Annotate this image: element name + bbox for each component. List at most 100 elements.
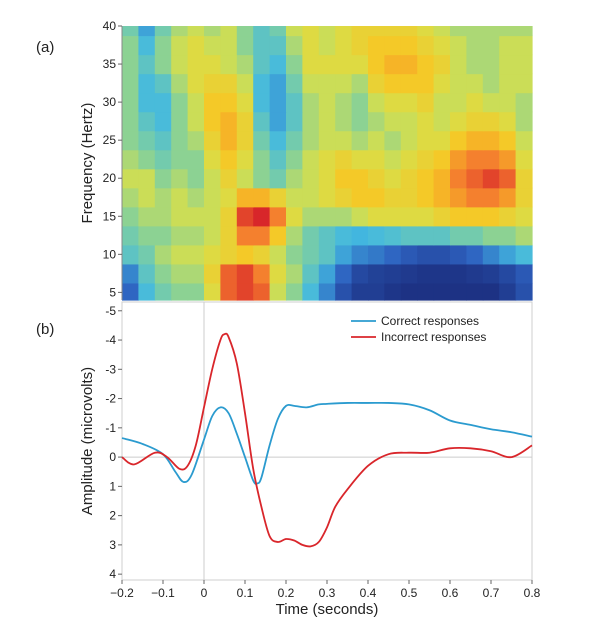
heatmap-cell [318,263,336,284]
heatmap-cell [433,168,451,189]
heatmap-cell [351,206,369,227]
heatmap-cell [433,35,451,56]
series-line-incorrect-responses [121,332,533,548]
heatmap-cell [417,168,435,189]
heatmap-cell [220,54,238,75]
heatmap-cell [499,130,517,151]
heatmap-cell [269,206,287,227]
heatmap-cell [384,111,402,132]
heatmap-cell [318,35,336,56]
heatmap-cell [253,149,271,170]
line-y-tick-label: 1 [109,479,116,493]
heatmap-cell [204,111,221,132]
heatmap-cell [286,225,303,246]
heatmap-cell [220,263,238,284]
heatmap-cell [499,244,517,265]
heatmap-cell [499,225,517,246]
heatmap-cell [433,206,451,227]
heatmap-cell [286,26,303,37]
heatmap-cell [269,149,287,170]
heatmap-cell [515,187,533,208]
heatmap-cell [154,54,172,75]
heatmap-cell [187,187,205,208]
heatmap-cell [286,282,303,301]
heatmap-cell [499,187,517,208]
heatmap-cell [236,130,254,151]
heatmap-cell [204,225,221,246]
heatmap-cell [499,111,517,132]
heatmap-cell [351,26,369,37]
heatmap-cell [384,187,402,208]
heatmap-cell [138,225,156,246]
heatmap-cell [400,92,418,113]
heatmap-y-tick-label: 25 [103,133,117,147]
heatmap-cell [368,92,385,113]
heatmap-cell [122,282,139,301]
heatmap-cell [335,73,353,94]
heatmap-cell [417,225,435,246]
line-x-tick-label: 0.4 [360,586,377,600]
heatmap-cell [482,206,500,227]
heatmap-cell [433,130,451,151]
line-x-tick-label: −0.2 [110,586,134,600]
heatmap-cell [220,149,238,170]
heatmap-cell [384,282,402,301]
heatmap-cell [515,111,533,132]
heatmap-cell [253,26,271,37]
heatmap-cell [253,206,271,227]
heatmap-cell [187,130,205,151]
heatmap-cell [515,244,533,265]
heatmap-cell [400,225,418,246]
heatmap-cell [302,225,320,246]
heatmap-cell [220,244,238,265]
heatmap-cell [286,206,303,227]
heatmap-cell [466,54,484,75]
heatmap-cell [187,26,205,37]
heatmap-cell [368,130,385,151]
heatmap-cell [400,149,418,170]
heatmap-cell [204,26,221,37]
heatmap-cell [204,54,221,75]
heatmap-cell [515,225,533,246]
heatmap-cell [286,111,303,132]
heatmap-cell [482,282,500,301]
heatmap-cell [450,111,467,132]
heatmap-cell [138,54,156,75]
heatmap-cell [204,168,221,189]
heatmap-cell [384,54,402,75]
heatmap-cell [122,149,139,170]
heatmap-cell [269,187,287,208]
heatmap-cell [154,168,172,189]
heatmap-cell [417,35,435,56]
heatmap-cell [499,26,517,37]
heatmap-cell [269,35,287,56]
heatmap-cell [400,244,418,265]
heatmap-cell [138,263,156,284]
heatmap-cell [302,244,320,265]
heatmap-y-tick-label: 15 [103,209,117,223]
heatmap-cell [400,282,418,301]
heatmap-cell [368,225,385,246]
heatmap-cell [417,187,435,208]
heatmap-cell [286,92,303,113]
heatmap-cell [400,187,418,208]
heatmap-cell [400,168,418,189]
heatmap-cell [433,92,451,113]
heatmap-cell [433,244,451,265]
heatmap-cell [450,225,467,246]
heatmap-cell [499,54,517,75]
panel-a-label: (a) [36,39,54,56]
heatmap-cell [253,244,271,265]
legend: Correct responses Incorrect responses [351,314,486,344]
heatmap-y-ticks: 5 10 15 20 25 30 35 40 [103,19,122,299]
heatmap-cell [335,111,353,132]
heatmap-cell [286,149,303,170]
heatmap-cell [187,225,205,246]
heatmap-cell [171,35,189,56]
heatmap-cell [482,263,500,284]
heatmap-cell [466,73,484,94]
heatmap-cell [368,244,385,265]
heatmap-cell [269,244,287,265]
line-x-tick-label: 0.7 [483,586,500,600]
heatmap-cell [515,54,533,75]
